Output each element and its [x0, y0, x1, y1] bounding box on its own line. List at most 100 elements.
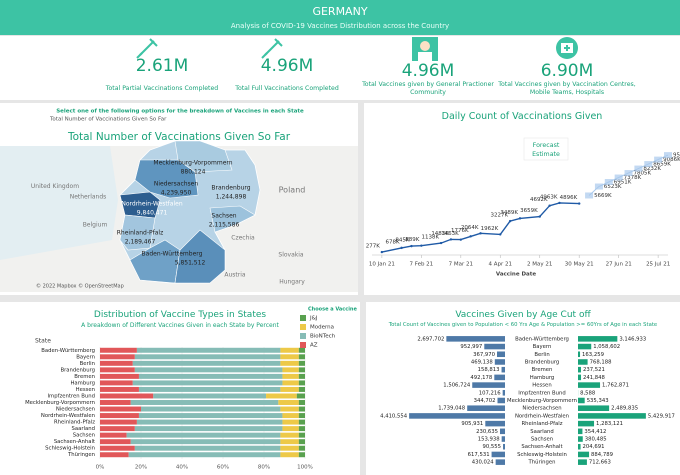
region-name: Baden-Württemberg: [142, 251, 203, 258]
bar-segment: [282, 426, 299, 432]
bar-segment: [298, 386, 305, 392]
age-title: Vaccines Given by Age Cut off: [455, 310, 591, 320]
y-tick-label: Thüringen: [67, 452, 95, 458]
x-tick-label: 30 May 21: [565, 262, 594, 268]
value-label: 6951K: [614, 180, 632, 186]
bar-segment: [100, 393, 154, 399]
value-label: 3227K: [491, 213, 509, 219]
bar-segment: [280, 439, 299, 445]
region-name: Niedersachsen: [154, 181, 199, 188]
value-label: 163,259: [582, 352, 604, 358]
category-label: Mecklenburg-Vorpommern: [507, 398, 577, 404]
bar-segment: [298, 432, 305, 438]
point: [558, 201, 561, 205]
x-tick-label: 100%: [297, 465, 313, 471]
bar-segment: [298, 426, 305, 432]
bar-left: [497, 351, 505, 358]
bar-segment: [100, 373, 139, 379]
category-label: Schleswig-Holstein: [517, 452, 567, 458]
header-title: GERMANY: [312, 5, 367, 18]
region-name: Brandenburg: [211, 185, 250, 192]
x-tick-label: 25 Jul 21: [646, 262, 670, 268]
legend-label: AZ: [310, 343, 318, 349]
value-label: 90,555: [482, 444, 501, 450]
category-label: Nordrhein-Westfalen: [515, 413, 569, 419]
point: [449, 238, 453, 241]
bar-right: [578, 413, 646, 419]
category-label: Saarland: [530, 429, 553, 435]
bar-segment: [138, 386, 281, 392]
value-label: 277K: [366, 244, 380, 250]
point: [578, 202, 581, 205]
state-shape: [174, 229, 226, 284]
value-label: 241,848: [583, 375, 606, 381]
bar-right: [578, 366, 581, 373]
value-label: 1138K: [421, 235, 439, 241]
bar-left: [484, 343, 505, 350]
value-label: 952,997: [460, 344, 482, 350]
line-series: [381, 202, 580, 253]
bar-segment: [134, 354, 281, 360]
value-label: 8232K: [643, 166, 661, 172]
bar-segment: [280, 354, 299, 360]
forecast-box: [614, 174, 623, 181]
x-tick-label: 4 Apr 21: [489, 262, 513, 268]
x-tick-label: 2 May 21: [527, 262, 552, 268]
bar-left: [472, 382, 505, 388]
point: [499, 233, 502, 236]
forecast-box: [594, 183, 603, 190]
bar-segment: [126, 432, 281, 438]
bar-left: [494, 374, 505, 381]
line-title: Daily Count of Vaccinations Given: [441, 111, 603, 122]
map-selection[interactable]: Total Number of Vaccinations Given So Fa…: [49, 117, 167, 123]
region-name: Nordrhein-Westfalen: [121, 201, 182, 208]
x-tick-label: 60%: [217, 465, 229, 471]
value-label: 889K: [405, 237, 419, 243]
y-tick-label: Schleswig-Holstein: [45, 446, 95, 452]
legend-label: BioNTech: [310, 334, 336, 340]
bar-segment: [266, 393, 297, 399]
category-header: State: [35, 338, 51, 345]
bar-right: [578, 420, 595, 427]
category-label: Brandenburg: [525, 359, 560, 365]
bar-segment: [100, 426, 135, 432]
bar-right: [578, 436, 583, 442]
map-title: Total Number of Vaccinations Given So Fa…: [67, 131, 291, 143]
country-label: Netherlands: [70, 194, 107, 201]
x-axis-title: Vaccine Date: [496, 272, 537, 278]
forecast-box: [585, 192, 594, 199]
value-label: 1,762,871: [602, 383, 629, 389]
legend-swatch: [300, 333, 306, 339]
bar-segment: [134, 367, 283, 373]
value-label: 905,931: [461, 421, 483, 427]
value-label: 2,697,702: [417, 336, 444, 342]
bar-left: [409, 413, 505, 419]
syringe-icon: [261, 38, 283, 59]
y-tick-label: Hessen: [76, 387, 95, 393]
kpi-value: 6.90M: [540, 61, 594, 81]
y-tick-label: Impfzentren Bund: [48, 393, 96, 399]
x-tick-label: 20%: [135, 465, 147, 471]
value-label: 153,938: [478, 437, 501, 443]
legend-swatch: [300, 342, 306, 348]
map-attribution: © 2022 Mapbox © OpenStreetMap: [36, 283, 124, 290]
value-label: 492,178: [470, 375, 493, 381]
bar-left: [502, 390, 505, 396]
category-label: Bremen: [532, 367, 553, 373]
bar-segment: [280, 347, 299, 353]
point: [469, 235, 472, 238]
region-name: Mecklenburg-Vorpommern: [153, 160, 232, 167]
sea: [0, 146, 118, 260]
x-tick-label: 7 Feb 21: [409, 262, 433, 268]
category-label: Hamburg: [530, 375, 555, 381]
bar-segment: [280, 432, 299, 438]
bar-segment: [130, 439, 281, 445]
bar-segment: [298, 354, 305, 360]
forecast-box: [644, 161, 653, 168]
bar-segment: [100, 400, 131, 405]
bar-right: [578, 351, 581, 358]
value-label: 6523K: [604, 184, 622, 190]
value-label: 3,146,933: [619, 336, 646, 342]
kpi-label: Total Full Vaccinations Completed: [235, 85, 339, 92]
